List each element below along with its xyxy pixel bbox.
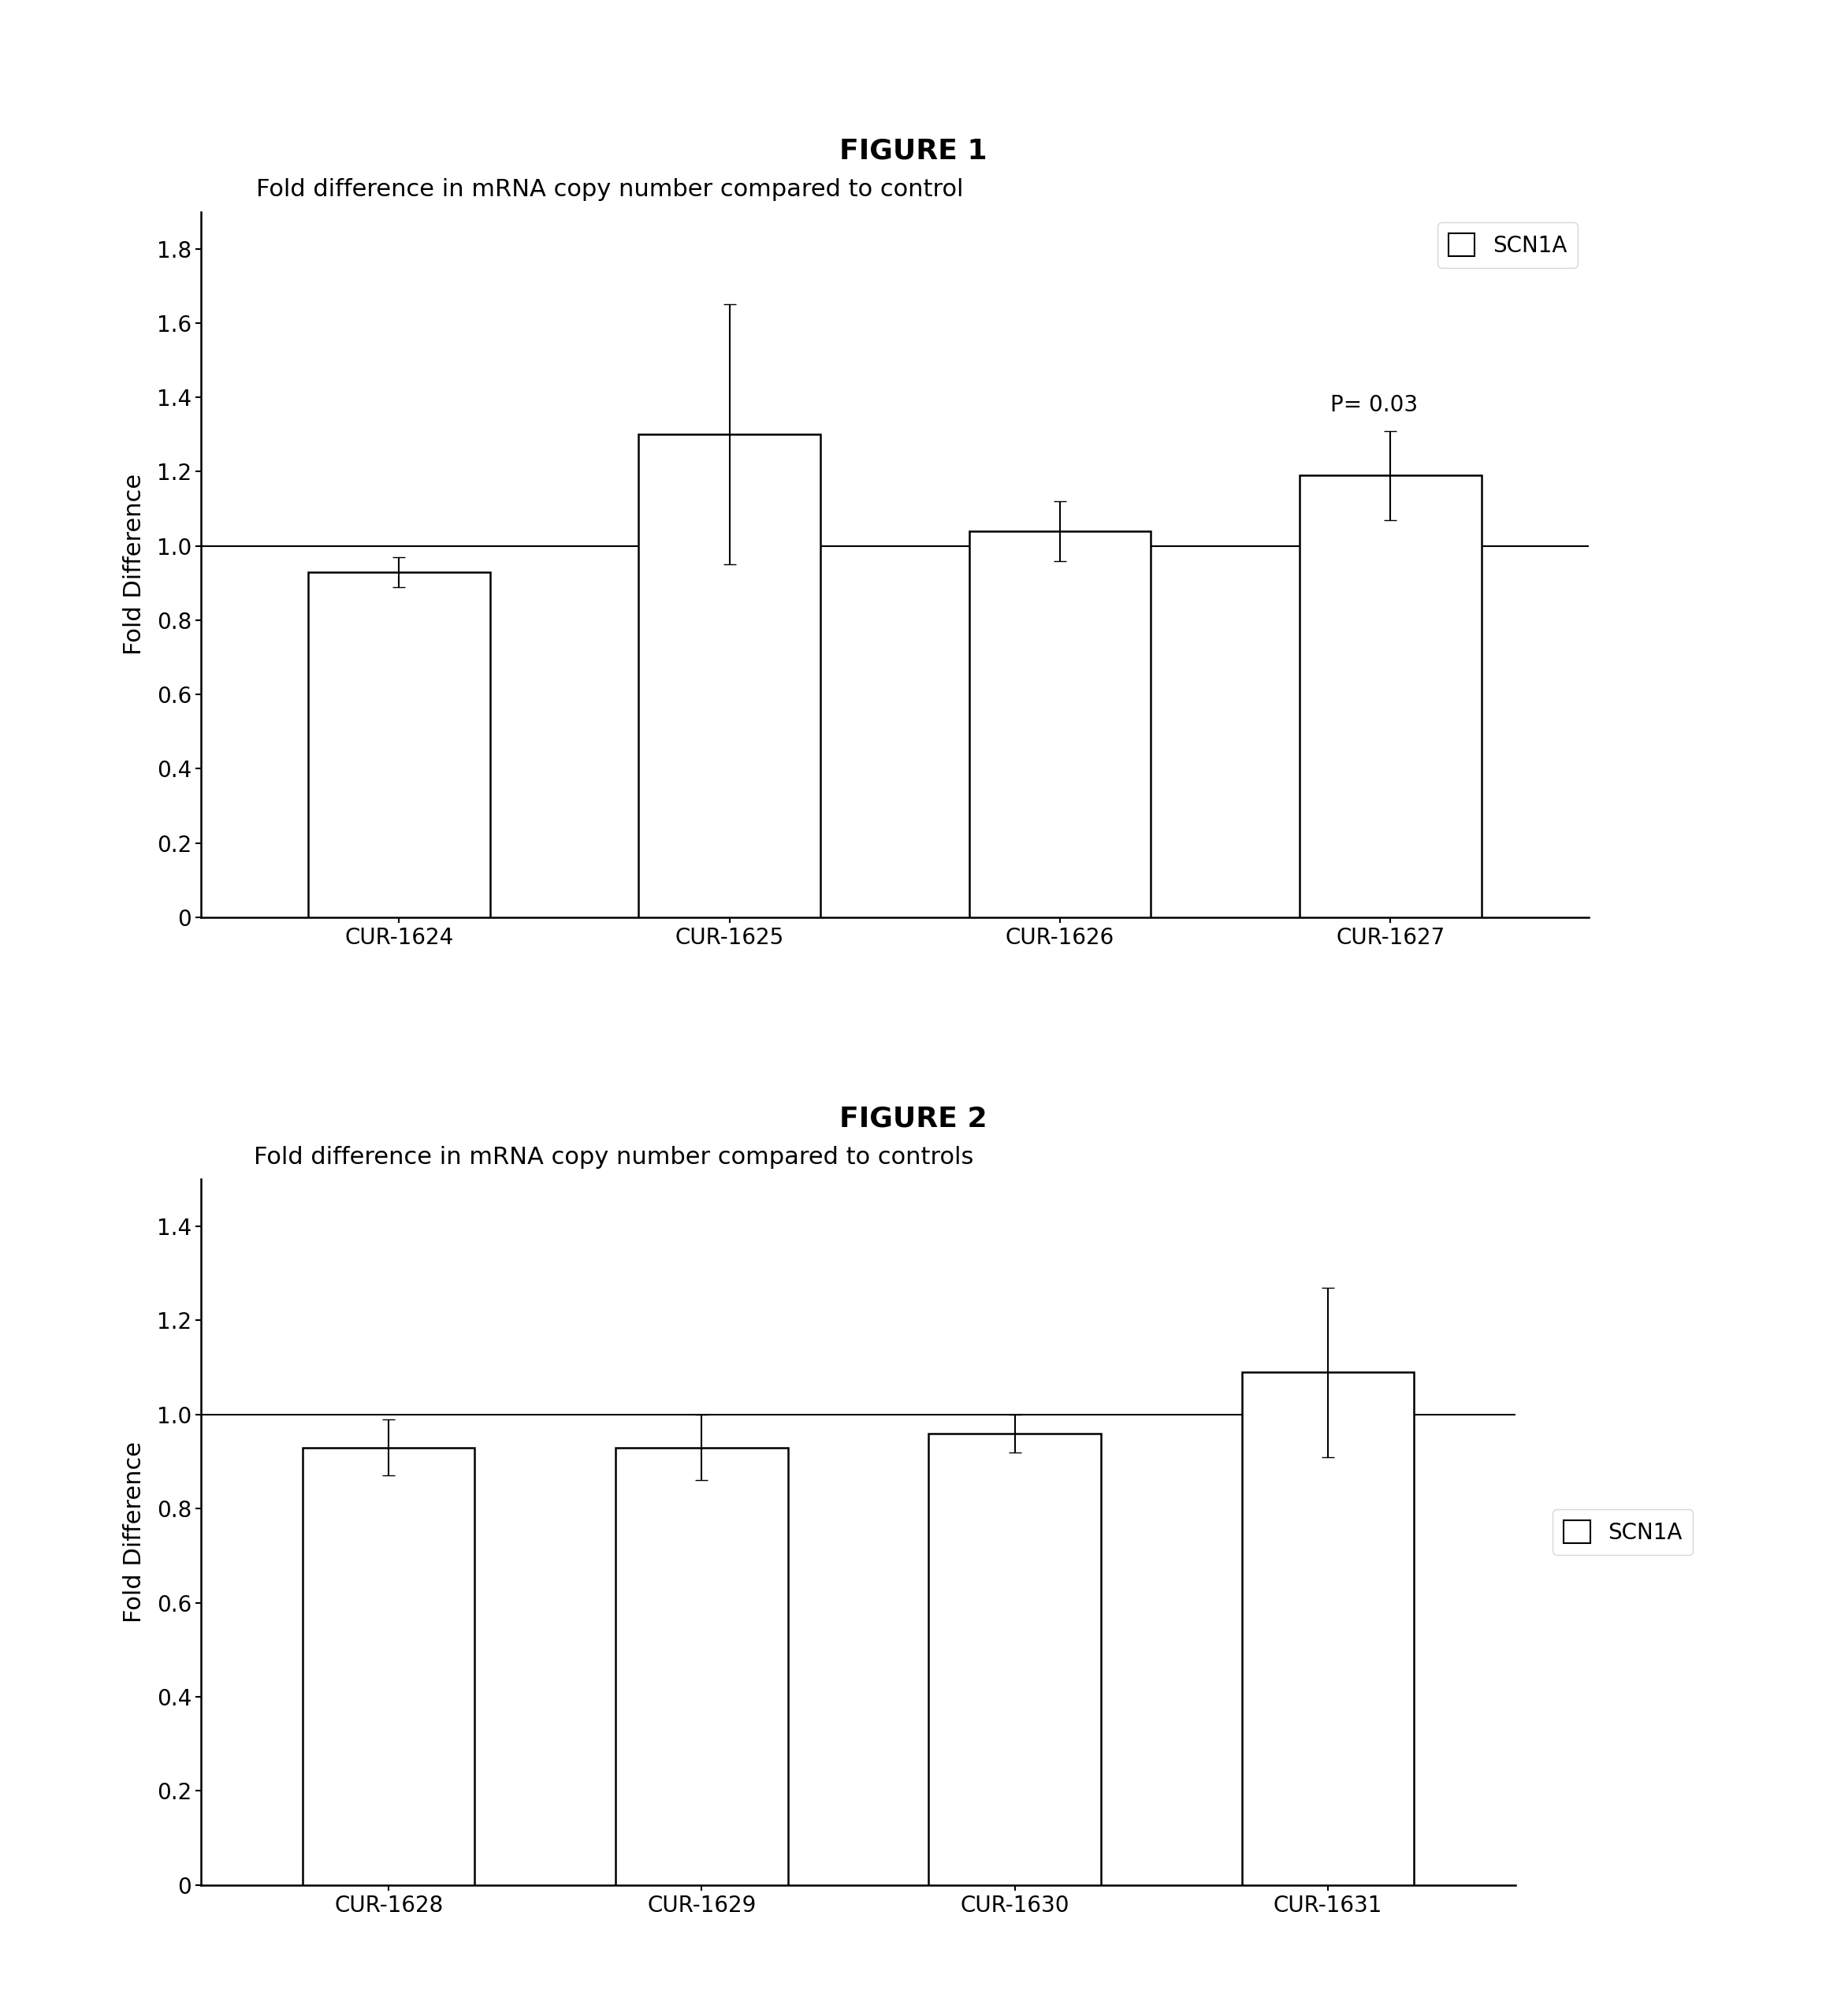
Text: FIGURE 2: FIGURE 2	[840, 1105, 986, 1133]
Legend: SCN1A: SCN1A	[1437, 222, 1578, 268]
Text: FIGURE 1: FIGURE 1	[840, 137, 986, 165]
Y-axis label: Fold Difference: Fold Difference	[122, 1441, 146, 1623]
Text: Fold difference in mRNA copy number compared to control: Fold difference in mRNA copy number comp…	[256, 177, 964, 202]
Bar	[929, 1433, 1101, 1885]
Bar	[1242, 1373, 1413, 1885]
Legend: SCN1A: SCN1A	[1552, 1510, 1693, 1554]
Bar	[1300, 476, 1481, 917]
Bar	[309, 573, 489, 917]
Bar	[639, 435, 820, 917]
Y-axis label: Fold Difference: Fold Difference	[122, 474, 146, 655]
Text: Fold difference in mRNA copy number compared to controls: Fold difference in mRNA copy number comp…	[254, 1145, 973, 1169]
Bar	[303, 1447, 475, 1885]
Bar	[970, 530, 1150, 917]
Bar	[615, 1447, 787, 1885]
Text: P= 0.03: P= 0.03	[1329, 393, 1417, 415]
